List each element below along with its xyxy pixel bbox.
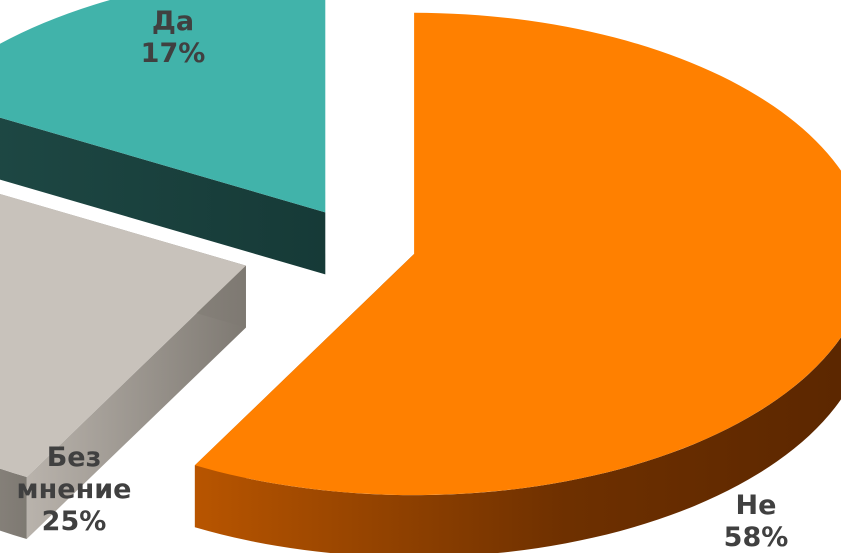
slice-bez-mnenie-rim bbox=[0, 468, 27, 539]
slice-value-ne: 58% bbox=[723, 522, 789, 553]
slice-ne-rim bbox=[194, 337, 841, 553]
slice-name-ne: Не bbox=[735, 490, 777, 521]
slice-bez-mnenie-wall-start bbox=[26, 265, 246, 539]
slice-bez-mnenie-top bbox=[0, 194, 246, 477]
slice-label-da: Да 17% bbox=[123, 6, 223, 70]
slice-label-bez-mnenie: Без мнение 25% bbox=[0, 442, 148, 538]
slice-da-wall-start bbox=[0, 117, 326, 275]
slice-name-bez-line2: мнение bbox=[16, 474, 132, 505]
slice-value-bez-mnenie: 25% bbox=[41, 506, 107, 537]
slice-value-da: 17% bbox=[140, 38, 206, 69]
slice-name-bez-line1: Без bbox=[46, 442, 102, 473]
slice-ne-top bbox=[194, 12, 841, 496]
slice-label-ne: Не 58% bbox=[706, 490, 806, 554]
slice-da-top bbox=[0, 0, 326, 213]
slice-name-da: Да bbox=[151, 6, 195, 37]
